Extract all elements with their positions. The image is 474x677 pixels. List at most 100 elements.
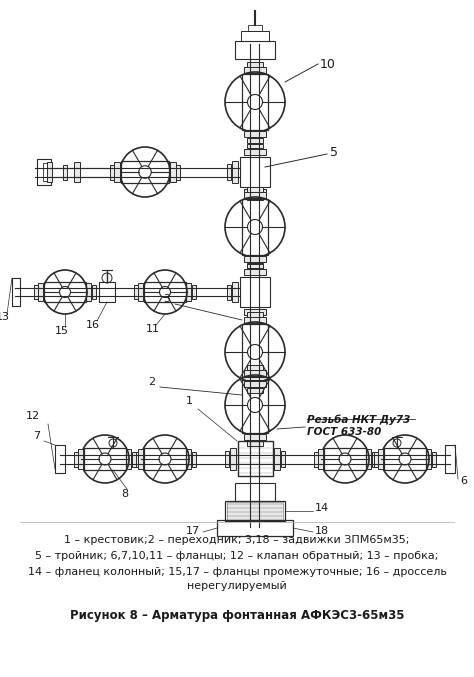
Bar [281,451,285,467]
Bar [244,381,266,387]
Bar [240,277,270,307]
Text: 18: 18 [315,526,329,536]
Bar [227,164,231,180]
Bar [217,520,293,536]
Bar [99,282,115,302]
Bar [427,449,431,469]
Bar [176,165,180,179]
Bar [232,161,238,183]
Bar [110,165,114,179]
Bar [247,186,263,192]
Bar [55,445,65,473]
Bar [121,161,169,183]
Bar [247,441,263,445]
Bar [242,377,268,433]
Text: 11: 11 [146,324,160,334]
Text: 6: 6 [460,476,467,486]
Text: 17: 17 [186,526,200,536]
Text: 12: 12 [26,411,40,421]
Bar [247,196,263,200]
Bar [244,256,266,262]
Bar [235,41,275,59]
Bar [314,452,318,466]
Bar [247,364,263,370]
Text: Рисунок 8 – Арматура фонтанная АФКЭС3-65м35: Рисунок 8 – Арматура фонтанная АФКЭС3-65… [70,609,404,622]
Text: 3: 3 [163,294,170,304]
Bar [74,452,78,466]
Bar [445,445,455,473]
Bar [244,67,266,73]
Text: 13: 13 [0,312,10,322]
Bar [244,370,266,376]
Bar [225,501,285,521]
Bar [186,449,191,469]
Bar [134,285,138,299]
Bar [114,162,120,182]
Bar [247,144,263,148]
Bar [43,163,51,181]
Bar [63,165,67,179]
Bar [374,452,378,466]
Bar [247,137,263,142]
Bar [170,162,176,182]
Bar [366,449,372,469]
Bar [241,31,269,41]
Text: 16: 16 [86,320,100,330]
Bar [138,283,144,301]
Bar [372,452,376,466]
Bar [247,263,263,267]
Bar [37,159,51,185]
Text: 10: 10 [320,58,336,70]
Bar [192,285,196,299]
Bar [244,189,266,195]
Text: 15: 15 [55,326,69,336]
Text: Резьба НКТ Ду73: Резьба НКТ Ду73 [307,414,410,425]
Bar [247,316,263,320]
Text: 14 – фланец колонный; 15,17 – фланцы промежуточные; 16 – дроссель: 14 – фланец колонный; 15,17 – фланцы про… [27,567,447,577]
Text: ГОСТ 633-80: ГОСТ 633-80 [307,427,382,437]
Bar [38,283,44,301]
Bar [227,284,231,299]
Bar [244,309,266,315]
Bar [244,192,266,198]
Text: 5 – тройник; 6,7,10,11 – фланцы; 12 – клапан обратный; 13 – пробка;: 5 – тройник; 6,7,10,11 – фланцы; 12 – кл… [35,551,439,561]
Bar [34,285,38,299]
Bar [235,483,275,501]
Bar [244,269,266,275]
Bar [247,311,263,317]
Bar [144,282,186,302]
Bar [242,74,268,130]
Bar [247,62,263,66]
Bar [244,131,266,137]
Bar [240,157,270,187]
Bar [384,448,426,470]
Bar [134,452,138,466]
Bar [247,387,263,393]
Bar [74,162,80,182]
Text: 5: 5 [330,146,338,158]
Bar [227,502,283,520]
Bar [225,451,229,467]
Bar [86,283,91,301]
Bar [47,162,53,182]
Bar [92,285,96,299]
Bar [230,448,236,470]
Text: 1: 1 [186,396,193,406]
Bar [242,199,268,255]
Bar [238,441,273,476]
Bar [12,278,20,306]
Text: 14: 14 [315,503,329,513]
Bar [144,448,186,470]
Text: нерегулируемый: нерегулируемый [187,581,287,591]
Bar [244,434,266,440]
Bar [132,452,136,466]
Bar [248,25,262,31]
Bar [79,449,83,469]
Bar [379,449,383,469]
Bar [192,452,196,466]
Text: 2: 2 [148,377,155,387]
Bar [432,452,436,466]
Bar [324,448,366,470]
Bar [319,449,323,469]
Bar [186,283,191,301]
